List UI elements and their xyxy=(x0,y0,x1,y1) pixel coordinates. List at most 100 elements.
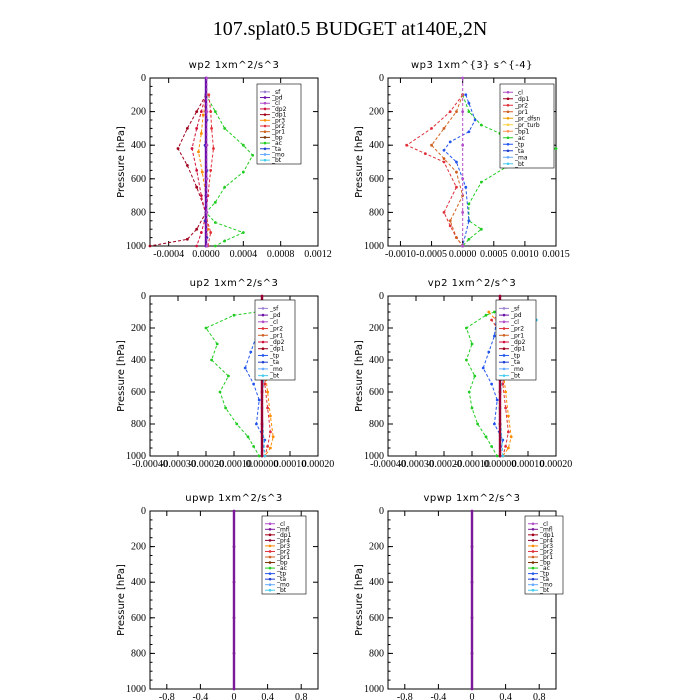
plot-title: wp3 1xm^{3} s^{-4} xyxy=(411,60,533,71)
y-tick-label: 0 xyxy=(379,291,384,302)
legend-label: _pr1 xyxy=(510,332,524,339)
x-tick-label: -0.00030 xyxy=(398,459,434,470)
series-point xyxy=(199,194,203,198)
series-point xyxy=(448,219,452,223)
x-tick-label: -0.0010 xyxy=(385,249,416,260)
legend-marker xyxy=(261,327,265,330)
x-tick-label: -0.00010 xyxy=(454,459,490,470)
series-point xyxy=(252,445,256,448)
legend-marker xyxy=(268,550,272,553)
series-point xyxy=(479,180,483,184)
legend-marker xyxy=(263,158,267,162)
series-point xyxy=(224,406,228,410)
legend-marker xyxy=(263,141,267,145)
series-point xyxy=(484,435,488,439)
y-tick-label: 600 xyxy=(131,387,146,398)
series-line-ac xyxy=(205,311,260,457)
legend-marker xyxy=(502,340,506,344)
y-tick-label: 0 xyxy=(379,73,384,84)
legend-label: _ta xyxy=(276,576,286,583)
legend-label: _bp xyxy=(271,134,283,141)
legend-label: _pr4 xyxy=(276,537,290,544)
legend-marker xyxy=(261,307,265,310)
legend-marker xyxy=(268,533,272,537)
legend-marker xyxy=(268,566,272,570)
legend-marker xyxy=(261,347,265,351)
series-point xyxy=(232,652,236,655)
series-point xyxy=(467,130,471,134)
y-tick-label: 400 xyxy=(131,577,146,588)
series-line-ac xyxy=(462,94,558,247)
legend-marker xyxy=(261,333,265,337)
y-tick-label: 400 xyxy=(131,140,146,151)
legend-label: _pr1 xyxy=(514,109,528,116)
series-point xyxy=(205,110,209,113)
legend-box xyxy=(495,299,537,381)
series-line-ac xyxy=(205,94,254,247)
series-point xyxy=(260,390,264,394)
series-point xyxy=(442,126,446,130)
legend-label: _cl xyxy=(539,521,548,528)
series-point xyxy=(257,454,261,458)
series-point xyxy=(448,110,452,113)
y-tick-label: 400 xyxy=(131,355,146,366)
x-tick-label: 0.00000 xyxy=(484,459,517,470)
legend-label: _dp2 xyxy=(269,339,285,346)
legend-label: _sf xyxy=(269,305,279,312)
y-tick-label: 400 xyxy=(369,140,384,151)
series-point xyxy=(455,110,458,113)
x-tick-label: 0 xyxy=(470,692,475,700)
series-point xyxy=(487,310,491,314)
legend-label: _pr2 xyxy=(510,326,524,333)
series-point xyxy=(227,374,230,378)
plot-title: wp2 1xm^2/s^3 xyxy=(189,60,280,71)
y-tick-label: 1000 xyxy=(364,684,384,695)
x-tick-label: -0.00020 xyxy=(188,459,224,470)
legend-label: _pd xyxy=(271,95,283,102)
series-point xyxy=(195,227,199,231)
plot-wp3: wp3 1xm^{3} s^{-4} Pressure [hPa] 0 200 400 6… xyxy=(354,60,570,260)
legend-marker xyxy=(502,333,506,337)
legend-label: _ta xyxy=(539,576,549,583)
series-line-pr3 xyxy=(255,311,274,457)
legend-label: _ta xyxy=(271,146,281,153)
series-line-dp1 xyxy=(149,94,207,247)
y-tick-label: 800 xyxy=(131,419,146,430)
series-point xyxy=(223,185,227,189)
x-tick-label: 0.0010 xyxy=(511,249,539,260)
legend-label: _tp xyxy=(514,141,524,148)
series-point xyxy=(209,169,213,172)
y-tick-label: 200 xyxy=(369,542,384,553)
y-tick-label: 200 xyxy=(131,107,146,118)
legend-marker xyxy=(268,528,272,531)
series-point xyxy=(493,422,496,426)
legend-label: _tp xyxy=(269,352,279,359)
y-tick-label: 200 xyxy=(131,323,146,334)
legend-marker xyxy=(506,110,510,114)
legend-label: _ta xyxy=(269,359,279,366)
series-point xyxy=(481,366,485,370)
y-tick-label: 200 xyxy=(131,542,146,553)
series-point xyxy=(269,414,272,418)
series-point xyxy=(241,143,245,147)
legend-label: _cl xyxy=(276,521,285,528)
series-point xyxy=(246,435,250,439)
y-axis-label: Pressure [hPa] xyxy=(354,340,365,412)
series-point xyxy=(501,382,505,386)
legend-marker xyxy=(531,528,535,531)
legend-label: _ta xyxy=(514,148,524,155)
series-point xyxy=(205,244,209,248)
x-tick-label: -0.00020 xyxy=(426,459,462,470)
series-point xyxy=(473,374,477,378)
x-tick-label: 0.00010 xyxy=(274,459,307,470)
legend-label: _pr_dfsn xyxy=(514,115,540,122)
legend-marker xyxy=(268,577,272,581)
series-point xyxy=(195,110,199,113)
legend-marker xyxy=(531,588,535,592)
legend-label: _mfl xyxy=(539,526,553,533)
plot-title: vpwp 1xm^2/s^3 xyxy=(423,493,520,504)
x-tick-label: -0.0004 xyxy=(153,249,184,260)
series-point xyxy=(210,126,214,130)
series-point xyxy=(507,430,510,434)
series-point xyxy=(260,294,264,298)
